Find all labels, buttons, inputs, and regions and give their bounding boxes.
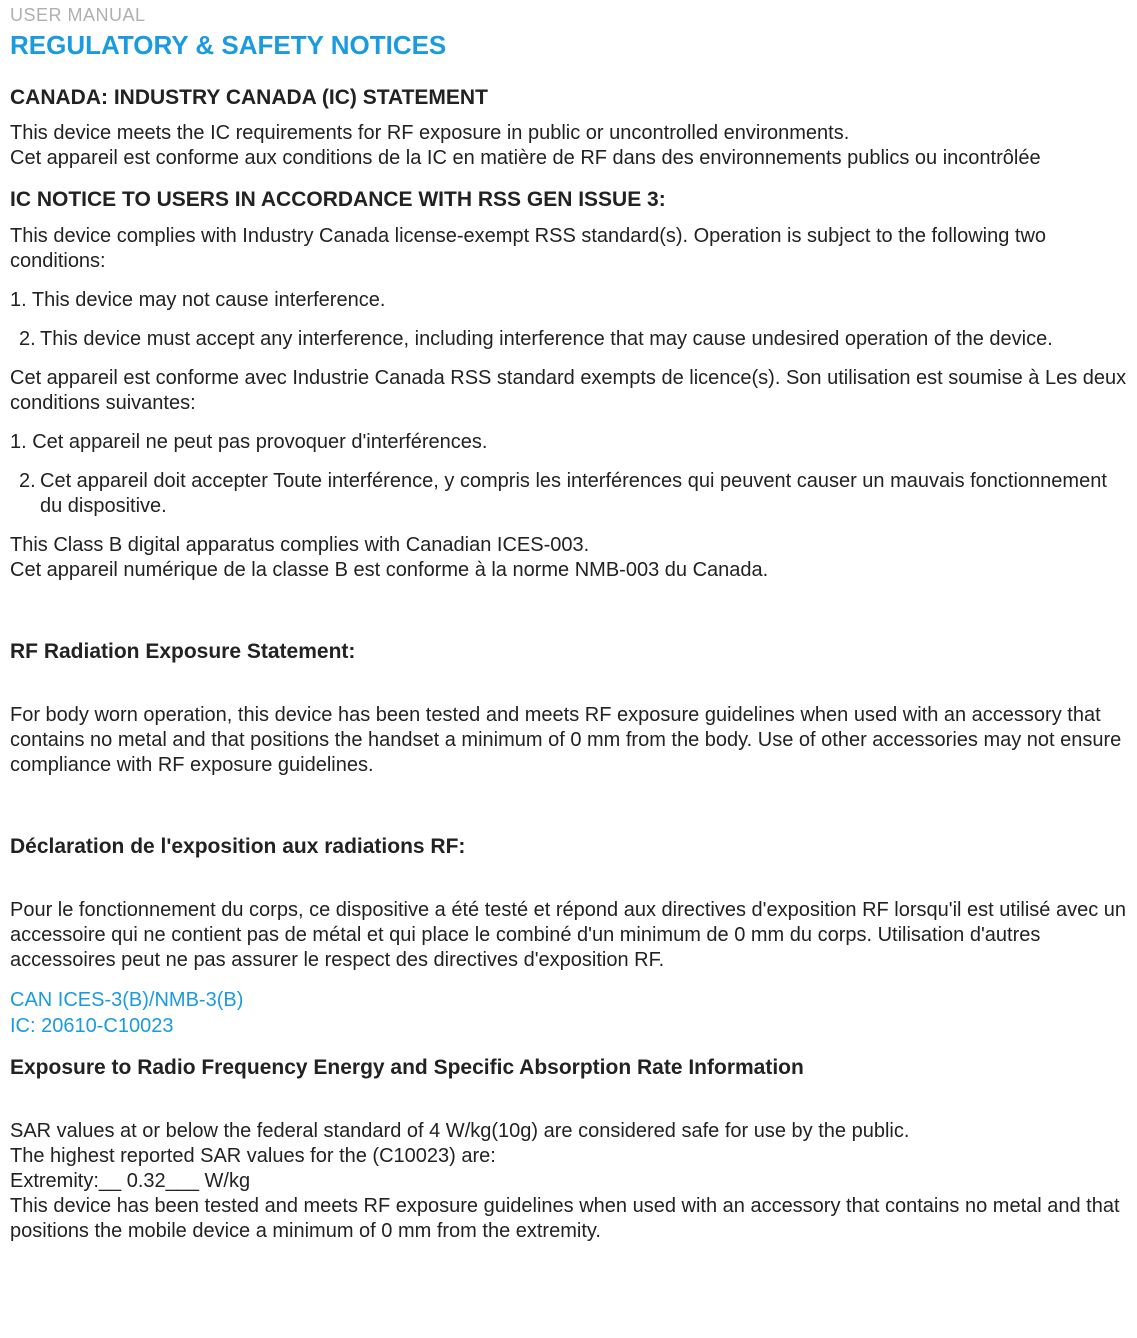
sar-line-4: This device has been tested and meets RF… bbox=[10, 1195, 1120, 1242]
sar-line-2: The highest reported SAR values for the … bbox=[10, 1145, 496, 1167]
sar-line-3: Extremity:__ 0.32___ W/kg bbox=[10, 1170, 250, 1192]
canada-fr: Cet appareil est conforme aux conditions… bbox=[10, 147, 1041, 169]
heading-rf-fr: Déclaration de l'exposition aux radiatio… bbox=[10, 834, 1133, 860]
ic-notice-fr-2-num: 2. bbox=[19, 469, 40, 494]
canada-en: This device meets the IC requirements fo… bbox=[10, 122, 849, 144]
ic-notice-fr-2: 2.Cet appareil doit accepter Toute inter… bbox=[10, 469, 1133, 519]
class-b-en: This Class B digital apparatus complies … bbox=[10, 534, 589, 556]
ic-notice-fr-intro: Cet appareil est conforme avec Industrie… bbox=[10, 366, 1133, 416]
paragraph-canada: This device meets the IC requirements fo… bbox=[10, 121, 1133, 171]
heading-canada-ic: CANADA: INDUSTRY CANADA (IC) STATEMENT bbox=[10, 85, 1133, 111]
ic-notice-fr-2-body: Cet appareil doit accepter Toute interfé… bbox=[40, 470, 1107, 517]
heading-ic-notice: IC NOTICE TO USERS IN ACCORDANCE WITH RS… bbox=[10, 187, 1133, 213]
ic-notice-en-2: 2.This device must accept any interferen… bbox=[10, 327, 1133, 352]
rf-fr-body: Pour le fonctionnement du corps, ce disp… bbox=[10, 898, 1133, 973]
ic-notice-en-1: 1. This device may not cause interferenc… bbox=[10, 288, 1133, 313]
ic-notice-en-2-body: This device must accept any interference… bbox=[40, 328, 1053, 350]
regulatory-ids: CAN ICES-3(B)/NMB-3(B) IC: 20610-C10023 bbox=[10, 987, 1133, 1039]
sar-line-1: SAR values at or below the federal stand… bbox=[10, 1120, 909, 1142]
heading-rf-en: RF Radiation Exposure Statement: bbox=[10, 639, 1133, 665]
ic-notice-fr-1: 1. Cet appareil ne peut pas provoquer d'… bbox=[10, 430, 1133, 455]
rf-en-body: For body worn operation, this device has… bbox=[10, 703, 1133, 778]
class-b: This Class B digital apparatus complies … bbox=[10, 533, 1133, 583]
ic-notice-en-intro: This device complies with Industry Canad… bbox=[10, 224, 1133, 274]
id-ic: IC: 20610-C10023 bbox=[10, 1015, 173, 1037]
id-ices: CAN ICES-3(B)/NMB-3(B) bbox=[10, 989, 243, 1011]
class-b-fr: Cet appareil numérique de la classe B es… bbox=[10, 559, 768, 581]
heading-sar: Exposure to Radio Frequency Energy and S… bbox=[10, 1055, 1133, 1081]
main-title: REGULATORY & SAFETY NOTICES bbox=[10, 29, 1133, 62]
ic-notice-en-2-num: 2. bbox=[19, 327, 40, 352]
sar-body: SAR values at or below the federal stand… bbox=[10, 1119, 1133, 1244]
doc-label: USER MANUAL bbox=[10, 4, 1133, 27]
